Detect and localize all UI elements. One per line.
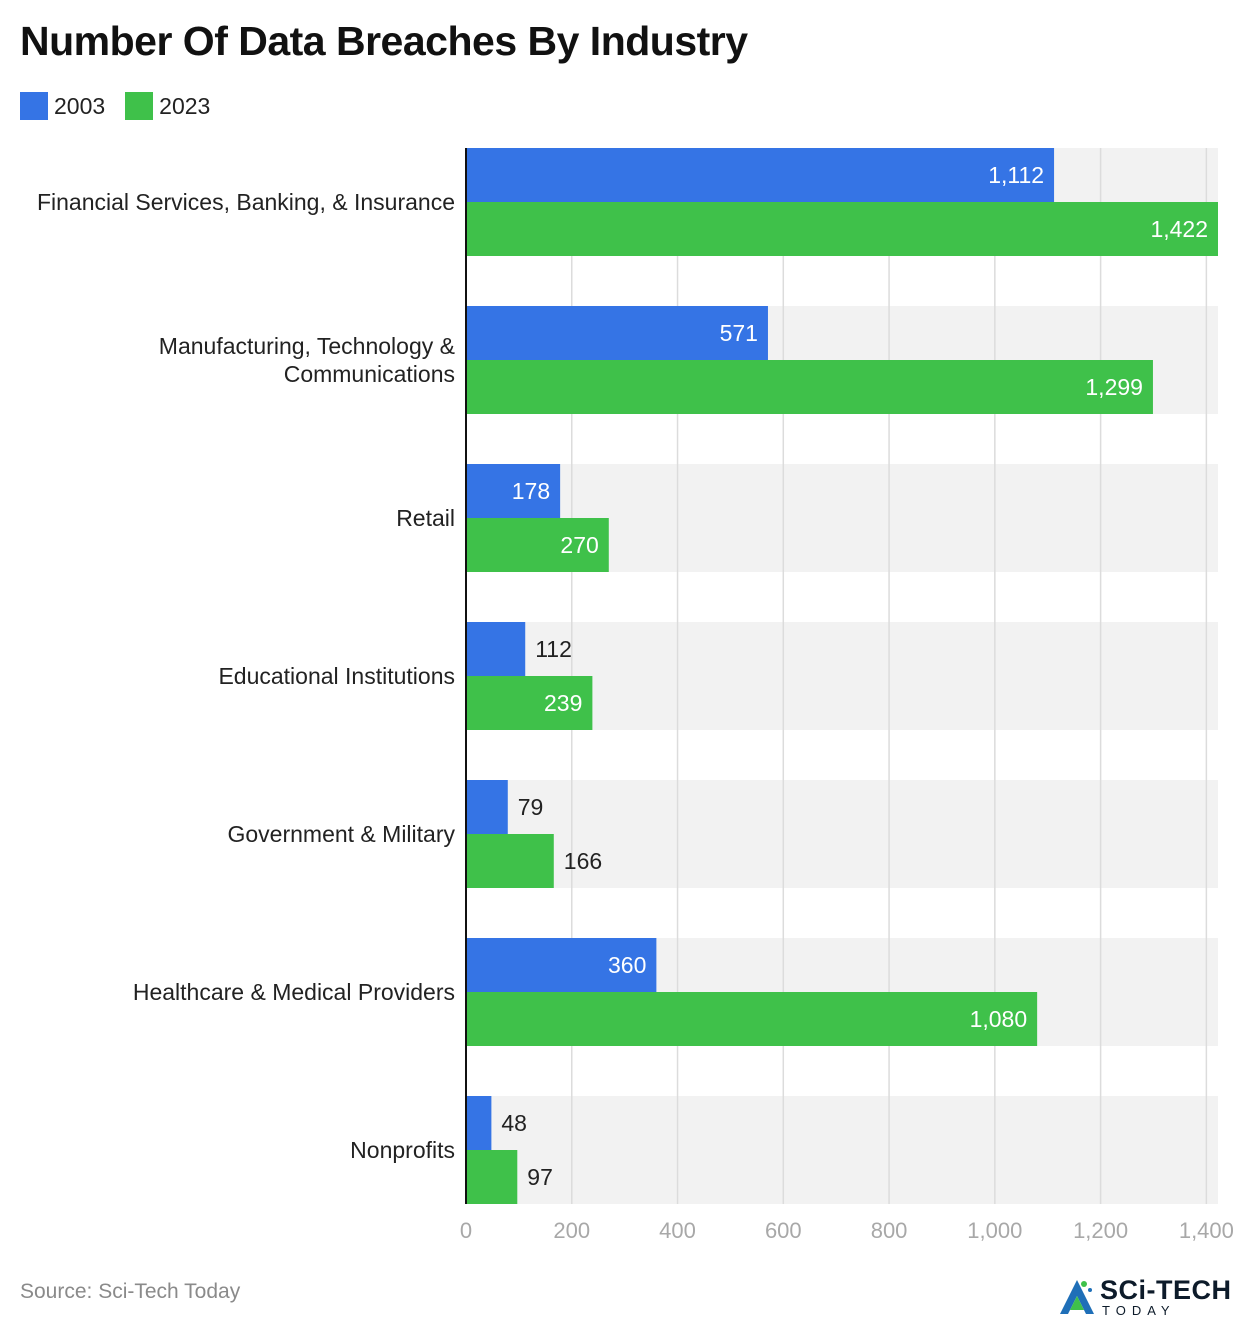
data-label-2003: 112 [535,636,572,662]
category-label: Communications [284,361,455,387]
x-tick-label: 400 [659,1218,696,1243]
category-label: Government & Military [227,821,455,847]
logo-sub-text: TODAY [1102,1303,1176,1318]
data-label-2023: 270 [560,532,598,558]
data-label-2003: 48 [501,1110,527,1136]
bar-2003 [466,622,526,676]
category-band [466,780,1218,888]
data-label-2003: 1,112 [988,162,1044,188]
chart-title: Number Of Data Breaches By Industry [20,18,748,64]
bar-2003 [466,780,508,834]
x-tick-label: 0 [460,1218,472,1243]
bar-2003 [466,938,657,992]
bar-2003 [466,306,768,360]
category-band [466,1096,1218,1204]
bar-2023 [466,1150,518,1204]
bar-2003 [466,464,561,518]
bar-2023 [466,992,1038,1046]
category-label: Educational Institutions [218,663,455,689]
logo-main-text: SCi-TECH [1100,1275,1232,1305]
data-label-2023: 97 [527,1164,553,1190]
category-label: Manufacturing, Technology & [159,333,455,359]
data-label-2003: 571 [720,320,758,346]
data-label-2023: 239 [544,690,582,716]
data-label-2023: 166 [564,848,602,874]
bar-2003 [466,1096,492,1150]
legend-label-2003: 2003 [54,92,106,119]
bar-2023 [466,676,593,730]
data-label-2023: 1,422 [1150,216,1208,242]
logo-mark-icon [1060,1280,1094,1314]
legend-item-2023: 2023 [125,92,210,120]
bar-2023 [466,518,609,572]
data-label-2023: 1,299 [1085,374,1143,400]
legend-swatch-2023 [125,92,154,120]
bar-2003 [466,148,1055,202]
x-tick-label: 200 [553,1218,590,1243]
category-label: Financial Services, Banking, & Insurance [37,189,455,215]
bar-2023 [466,360,1153,414]
x-tick-label: 1,200 [1073,1218,1128,1243]
source-text: Source: Sci-Tech Today [20,1280,241,1303]
x-tick-label: 600 [765,1218,802,1243]
legend-item-2003: 2003 [20,92,105,120]
category-label: Retail [396,505,455,531]
category-label: Healthcare & Medical Providers [133,979,455,1005]
x-tick-label: 1,000 [967,1218,1022,1243]
legend-swatch-2003 [20,92,48,120]
x-tick-label: 800 [871,1218,908,1243]
logo: SCi-TECH TODAY [1058,1276,1232,1318]
data-label-2003: 79 [518,794,544,820]
data-label-2003: 360 [608,952,646,978]
bar-2023 [466,834,554,888]
x-tick-label: 1,400 [1179,1218,1234,1243]
data-label-2023: 1,080 [970,1006,1028,1032]
data-label-2003: 178 [512,478,550,504]
legend-label-2023: 2023 [159,92,211,119]
category-label: Nonprofits [350,1137,455,1163]
bar-2023 [466,202,1218,256]
legend: 2003 2023 [20,92,230,120]
